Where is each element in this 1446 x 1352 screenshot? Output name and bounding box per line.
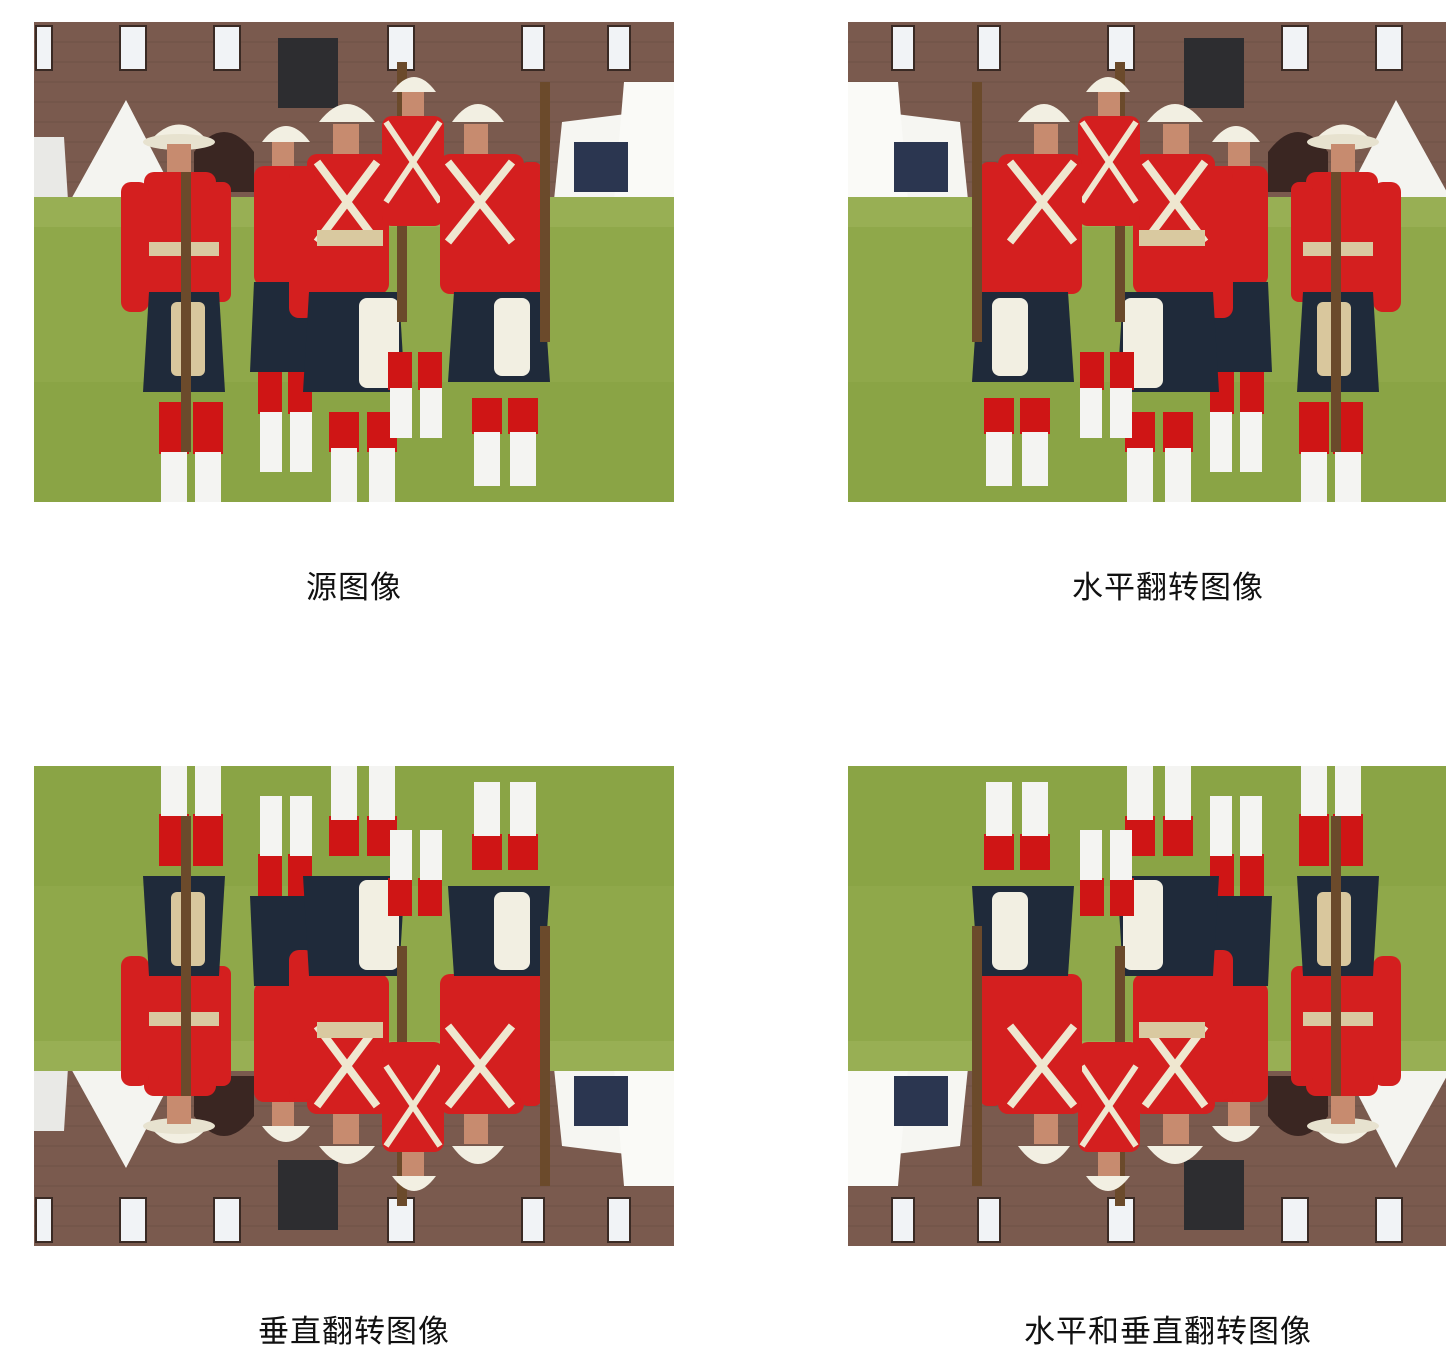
vertical-flip-image (34, 766, 674, 1246)
caption-source: 源图像 (306, 570, 402, 606)
caption-vertical-flip: 垂直翻转图像 (258, 1314, 450, 1350)
both-flip-image (848, 766, 1446, 1246)
horizontal-flip-image (848, 22, 1446, 502)
caption-horizontal-flip: 水平翻转图像 (1072, 570, 1264, 606)
caption-both-flip: 水平和垂直翻转图像 (1024, 1314, 1312, 1350)
source-image (34, 22, 674, 502)
